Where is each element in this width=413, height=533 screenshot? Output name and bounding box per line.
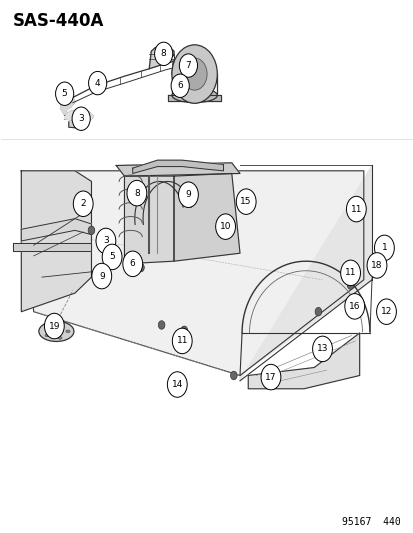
Text: 7: 7 <box>185 61 191 70</box>
Ellipse shape <box>138 263 144 272</box>
Polygon shape <box>167 95 221 101</box>
Circle shape <box>366 253 386 278</box>
Text: 95167  440: 95167 440 <box>342 517 400 527</box>
Circle shape <box>88 71 107 95</box>
Text: 11: 11 <box>176 336 188 345</box>
Polygon shape <box>21 171 363 375</box>
Ellipse shape <box>45 326 49 329</box>
Text: 18: 18 <box>370 261 382 270</box>
Polygon shape <box>21 171 91 312</box>
Circle shape <box>215 214 235 239</box>
Polygon shape <box>64 111 93 122</box>
Polygon shape <box>124 176 173 264</box>
Ellipse shape <box>345 302 352 311</box>
Ellipse shape <box>180 326 187 335</box>
Ellipse shape <box>58 324 62 326</box>
Polygon shape <box>240 165 371 381</box>
Text: 13: 13 <box>316 344 328 353</box>
Circle shape <box>73 191 93 216</box>
Ellipse shape <box>158 321 164 329</box>
Text: 8: 8 <box>160 50 166 58</box>
Circle shape <box>72 107 90 131</box>
Text: 6: 6 <box>130 260 135 268</box>
Text: 4: 4 <box>95 78 100 87</box>
Circle shape <box>178 182 198 207</box>
Circle shape <box>102 244 122 270</box>
Polygon shape <box>60 98 75 115</box>
Ellipse shape <box>314 308 321 316</box>
Text: 14: 14 <box>171 380 183 389</box>
Ellipse shape <box>39 321 74 342</box>
Ellipse shape <box>171 45 217 103</box>
Circle shape <box>123 251 142 277</box>
Polygon shape <box>248 333 359 389</box>
Circle shape <box>167 372 187 397</box>
Circle shape <box>179 54 197 77</box>
Polygon shape <box>69 122 85 128</box>
Text: 3: 3 <box>78 114 84 123</box>
Text: 9: 9 <box>99 272 104 280</box>
Ellipse shape <box>58 337 62 340</box>
Circle shape <box>346 196 366 222</box>
Circle shape <box>261 365 280 390</box>
Ellipse shape <box>265 368 271 377</box>
Circle shape <box>312 336 332 362</box>
Circle shape <box>92 263 112 289</box>
Circle shape <box>154 42 172 66</box>
Text: 5: 5 <box>109 253 115 261</box>
Text: 11: 11 <box>350 205 361 214</box>
Polygon shape <box>116 163 240 176</box>
Circle shape <box>44 313 64 339</box>
Circle shape <box>171 74 189 98</box>
Circle shape <box>344 294 364 319</box>
Text: 12: 12 <box>380 307 391 316</box>
Polygon shape <box>13 243 91 251</box>
Circle shape <box>376 299 395 325</box>
Polygon shape <box>173 173 240 261</box>
Ellipse shape <box>347 281 353 289</box>
Text: 19: 19 <box>48 321 60 330</box>
Text: 2: 2 <box>80 199 86 208</box>
Text: SAS-440A: SAS-440A <box>13 12 104 30</box>
Text: 11: 11 <box>344 269 356 277</box>
Text: 17: 17 <box>265 373 276 382</box>
Text: 10: 10 <box>219 222 231 231</box>
Text: 9: 9 <box>185 190 191 199</box>
Circle shape <box>374 235 393 261</box>
Ellipse shape <box>230 371 237 379</box>
Text: 15: 15 <box>240 197 252 206</box>
Text: 8: 8 <box>134 189 140 198</box>
Circle shape <box>96 228 116 254</box>
Circle shape <box>172 328 192 354</box>
Ellipse shape <box>171 88 217 103</box>
Circle shape <box>340 260 360 286</box>
Text: 5: 5 <box>62 89 67 98</box>
Text: 16: 16 <box>348 302 360 311</box>
Ellipse shape <box>66 330 70 333</box>
Circle shape <box>236 189 256 214</box>
Ellipse shape <box>45 334 49 337</box>
Ellipse shape <box>182 58 206 90</box>
Ellipse shape <box>88 226 95 235</box>
Ellipse shape <box>50 328 62 335</box>
Polygon shape <box>133 160 223 173</box>
Text: 1: 1 <box>381 244 387 253</box>
Polygon shape <box>149 47 173 69</box>
Circle shape <box>55 82 74 106</box>
Text: 3: 3 <box>103 237 109 246</box>
Text: 6: 6 <box>177 81 183 90</box>
Polygon shape <box>21 219 91 241</box>
Circle shape <box>127 180 146 206</box>
